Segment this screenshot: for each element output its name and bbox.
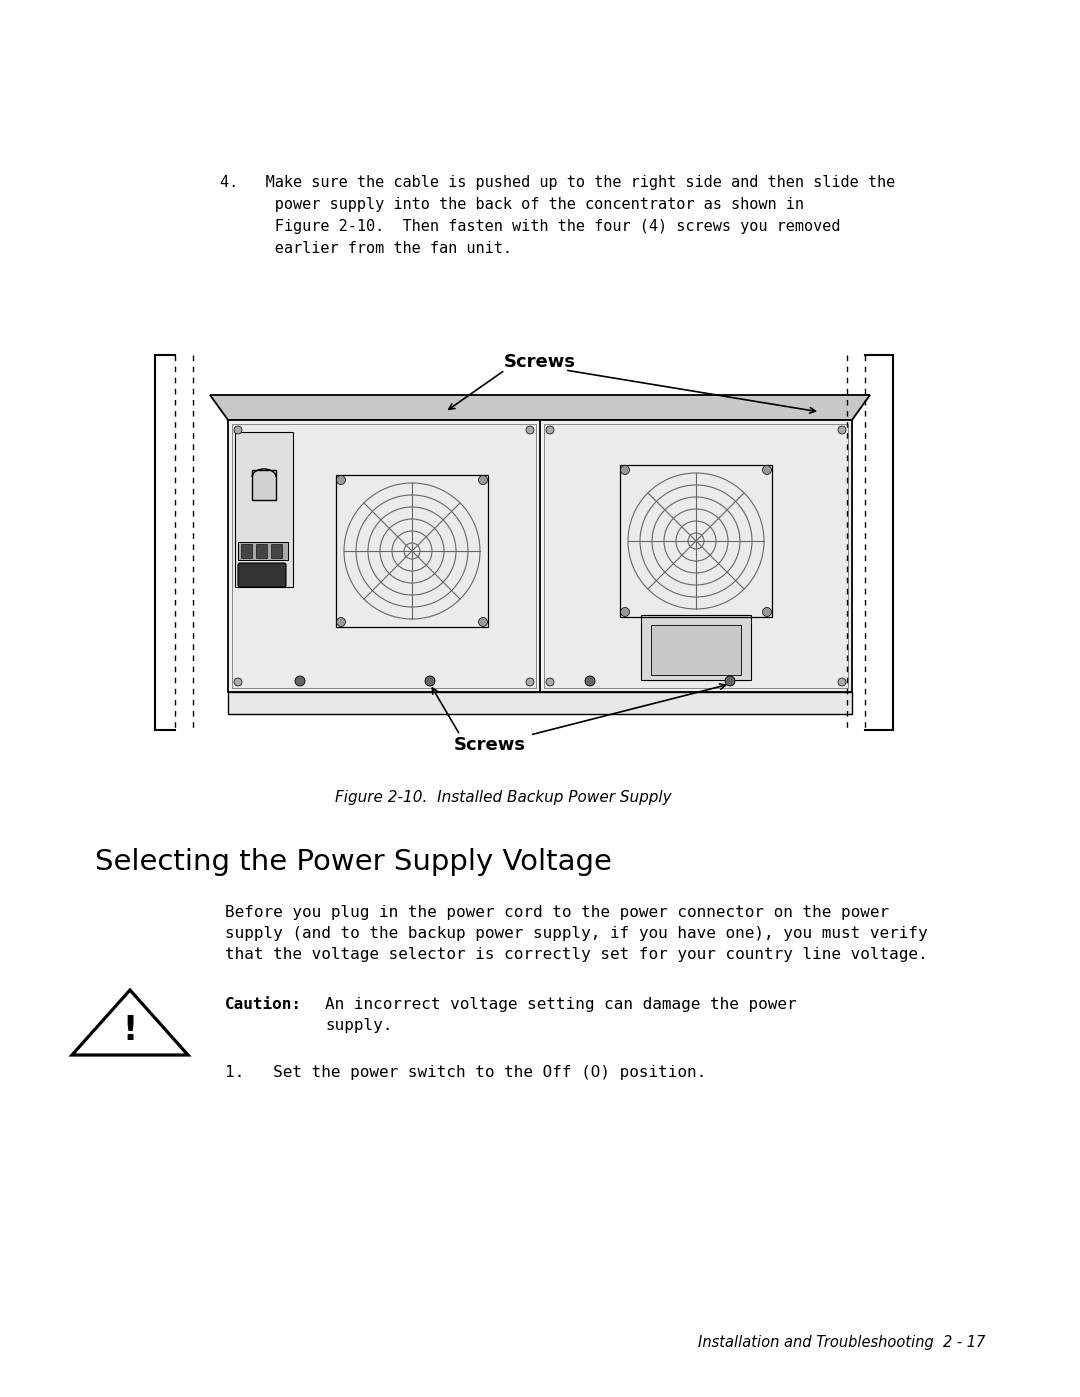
Bar [651, 624, 741, 675]
Bar [620, 465, 772, 617]
Text: Screws: Screws [454, 736, 526, 754]
Text: Figure 2-10.  Then fasten with the four (4) screws you removed: Figure 2-10. Then fasten with the four (… [220, 219, 840, 235]
Circle shape [762, 465, 771, 475]
Text: that the voltage selector is correctly set for your country line voltage.: that the voltage selector is correctly s… [225, 947, 928, 963]
Circle shape [621, 465, 630, 475]
Circle shape [337, 475, 346, 485]
Bar [241, 543, 252, 557]
Bar [238, 542, 288, 560]
Circle shape [526, 426, 534, 434]
Text: 1.   Set the power switch to the Off (O) position.: 1. Set the power switch to the Off (O) p… [225, 1065, 706, 1080]
Text: !: ! [122, 1014, 137, 1046]
Circle shape [725, 676, 735, 686]
Circle shape [585, 676, 595, 686]
Text: Before you plug in the power cord to the power connector on the power: Before you plug in the power cord to the… [225, 905, 889, 921]
Bar [228, 692, 852, 714]
Bar [544, 425, 848, 687]
Text: supply (and to the backup power supply, if you have one), you must verify: supply (and to the backup power supply, … [225, 926, 928, 942]
Text: Figure 2-10.  Installed Backup Power Supply: Figure 2-10. Installed Backup Power Supp… [335, 789, 672, 805]
Circle shape [478, 475, 487, 485]
Text: Selecting the Power Supply Voltage: Selecting the Power Supply Voltage [95, 848, 612, 876]
Circle shape [234, 678, 242, 686]
Text: power supply into the back of the concentrator as shown in: power supply into the back of the concen… [220, 197, 804, 212]
Bar [336, 475, 488, 627]
Bar [256, 543, 267, 557]
Text: Screws: Screws [504, 353, 576, 372]
Bar [232, 425, 536, 687]
Circle shape [526, 678, 534, 686]
Circle shape [295, 676, 305, 686]
Text: An incorrect voltage setting can damage the power: An incorrect voltage setting can damage … [325, 997, 797, 1011]
FancyBboxPatch shape [238, 563, 286, 587]
Circle shape [621, 608, 630, 616]
Text: supply.: supply. [325, 1018, 392, 1032]
Bar [271, 543, 282, 557]
Circle shape [546, 426, 554, 434]
Bar [228, 420, 852, 692]
Circle shape [838, 426, 846, 434]
Bar [642, 615, 751, 680]
Polygon shape [72, 990, 188, 1055]
Circle shape [546, 678, 554, 686]
Bar [252, 469, 276, 500]
Circle shape [838, 678, 846, 686]
Text: Installation and Troubleshooting  2 - 17: Installation and Troubleshooting 2 - 17 [698, 1336, 985, 1350]
Text: Caution:: Caution: [225, 997, 302, 1011]
Circle shape [234, 426, 242, 434]
Circle shape [426, 676, 435, 686]
Polygon shape [210, 395, 870, 420]
Circle shape [337, 617, 346, 626]
Bar [235, 432, 293, 587]
Text: earlier from the fan unit.: earlier from the fan unit. [220, 242, 512, 256]
Circle shape [478, 617, 487, 626]
Text: 4.   Make sure the cable is pushed up to the right side and then slide the: 4. Make sure the cable is pushed up to t… [220, 175, 895, 190]
Circle shape [762, 608, 771, 616]
